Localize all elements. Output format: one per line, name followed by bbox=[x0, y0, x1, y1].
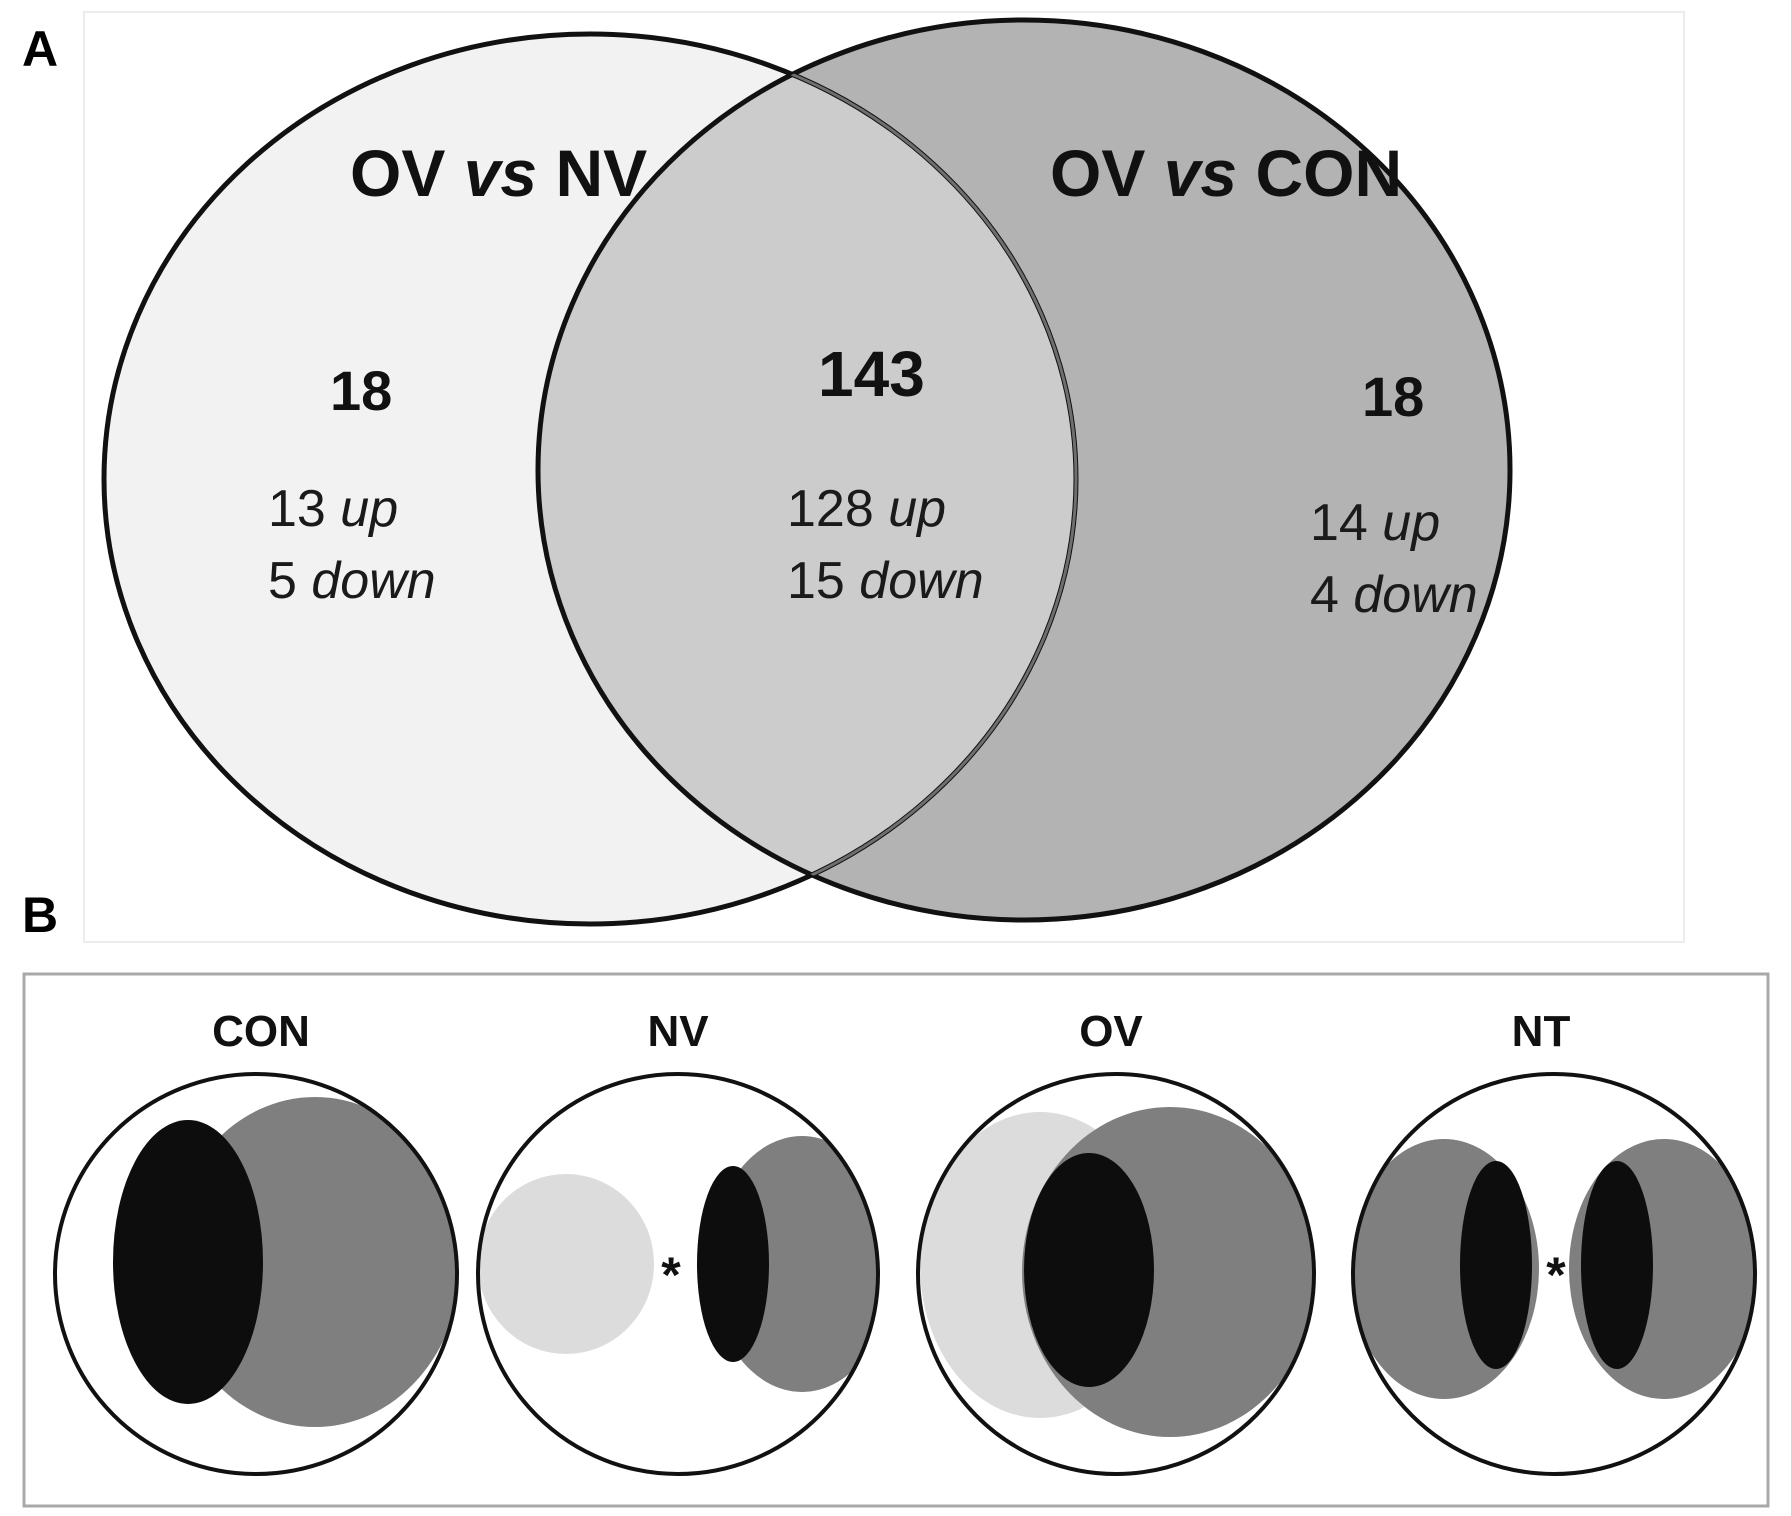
significance-marker: * bbox=[661, 1247, 681, 1303]
right-only-count: 18 bbox=[1362, 365, 1424, 428]
right-only-down: 4 down bbox=[1310, 566, 1478, 624]
panel-b: B CON NV * OV bbox=[22, 887, 1770, 1508]
group-label: OV bbox=[1079, 1007, 1143, 1056]
panel-a: A OV vs NV OV vs CON 18 13 up 5 down 143… bbox=[22, 11, 1685, 943]
venn-overlap-region bbox=[538, 34, 1076, 920]
group-label: NV bbox=[647, 1007, 709, 1056]
group-circle-outline bbox=[1351, 1072, 1757, 1476]
group-circle-outline bbox=[476, 1072, 880, 1476]
black-region-left bbox=[1460, 1161, 1532, 1369]
group-circle-outline bbox=[916, 1072, 1316, 1476]
overlap-down: 15 down bbox=[787, 552, 984, 610]
group-label: NT bbox=[1512, 1007, 1571, 1056]
left-only-count: 18 bbox=[330, 359, 392, 422]
panel-a-label: A bbox=[22, 21, 58, 77]
set-title-ov-vs-con: OV vs CON bbox=[1050, 136, 1402, 210]
group-con: CON bbox=[53, 1007, 459, 1476]
significance-marker: * bbox=[1546, 1247, 1566, 1303]
set-title-ov-vs-nv: OV vs NV bbox=[350, 136, 647, 210]
venn-circle-ov-vs-con-outline bbox=[535, 17, 1513, 923]
group-label: CON bbox=[212, 1007, 310, 1056]
right-only-up: 14 up bbox=[1310, 494, 1440, 552]
group-nt: NT * bbox=[1351, 1007, 1757, 1476]
light-region bbox=[478, 1174, 654, 1354]
overlap-up: 128 up bbox=[787, 480, 946, 538]
overlap-count: 143 bbox=[818, 338, 925, 410]
left-only-down: 5 down bbox=[268, 552, 436, 610]
black-region bbox=[113, 1120, 263, 1404]
left-only-up: 13 up bbox=[268, 480, 398, 538]
black-region bbox=[697, 1166, 769, 1362]
panel-b-label: B bbox=[22, 887, 58, 943]
black-region bbox=[1024, 1153, 1154, 1387]
group-circle-outline bbox=[53, 1072, 459, 1476]
group-nv: NV * bbox=[476, 1007, 880, 1476]
black-region-right bbox=[1581, 1161, 1653, 1369]
group-ov: OV bbox=[916, 1007, 1316, 1476]
